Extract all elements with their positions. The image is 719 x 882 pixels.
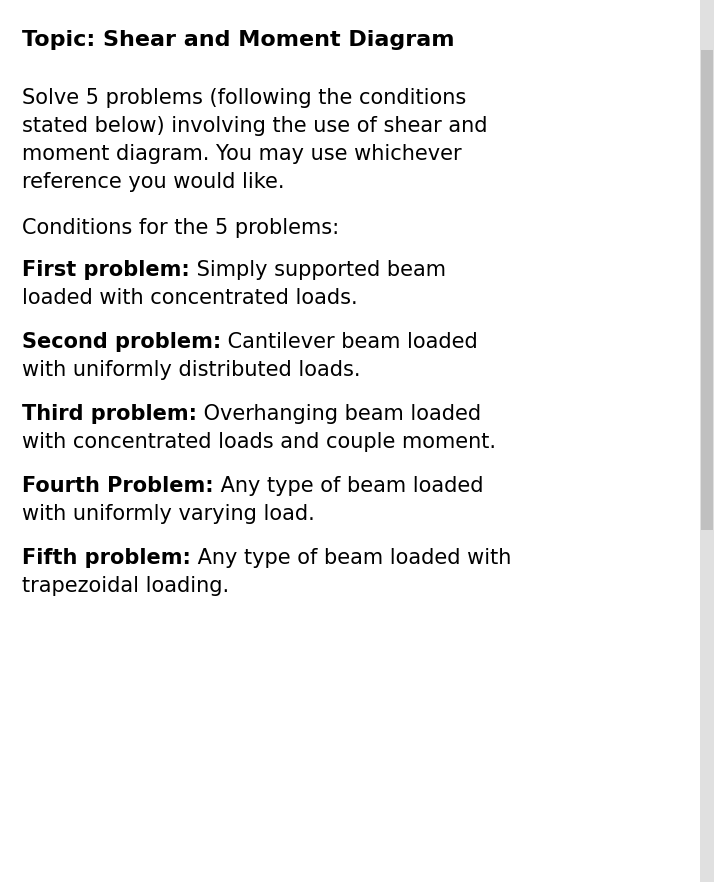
Text: Fourth Problem:: Fourth Problem: (22, 476, 214, 496)
Text: Overhanging beam loaded: Overhanging beam loaded (197, 404, 481, 424)
Text: Second problem:: Second problem: (22, 332, 221, 352)
Text: with concentrated loads and couple moment.: with concentrated loads and couple momen… (22, 432, 496, 452)
Text: with uniformly distributed loads.: with uniformly distributed loads. (22, 360, 360, 380)
Text: Simply supported beam: Simply supported beam (190, 260, 446, 280)
Text: moment diagram. You may use whichever: moment diagram. You may use whichever (22, 144, 462, 164)
Text: loaded with concentrated loads.: loaded with concentrated loads. (22, 288, 357, 308)
Text: Conditions for the 5 problems:: Conditions for the 5 problems: (22, 218, 339, 238)
Text: Topic: Shear and Moment Diagram: Topic: Shear and Moment Diagram (22, 30, 454, 50)
Text: Cantilever beam loaded: Cantilever beam loaded (221, 332, 478, 352)
Text: reference you would like.: reference you would like. (22, 172, 285, 192)
Text: stated below) involving the use of shear and: stated below) involving the use of shear… (22, 116, 487, 136)
Text: Third problem:: Third problem: (22, 404, 197, 424)
Text: Fifth problem:: Fifth problem: (22, 548, 191, 568)
Text: First problem:: First problem: (22, 260, 190, 280)
Bar (700, 0, 714, 882)
Text: Any type of beam loaded: Any type of beam loaded (214, 476, 483, 496)
Text: Any type of beam loaded with: Any type of beam loaded with (191, 548, 511, 568)
Text: Solve 5 problems (following the conditions: Solve 5 problems (following the conditio… (22, 88, 466, 108)
Bar (701, 50, 713, 530)
Text: with uniformly varying load.: with uniformly varying load. (22, 504, 315, 524)
Text: trapezoidal loading.: trapezoidal loading. (22, 576, 229, 596)
